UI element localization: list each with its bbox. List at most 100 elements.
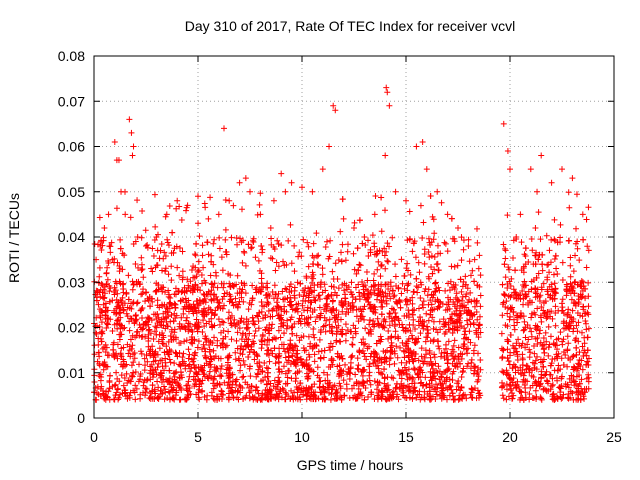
scatter-point xyxy=(582,317,589,324)
scatter-point xyxy=(420,322,427,329)
scatter-point xyxy=(138,254,145,261)
scatter-point xyxy=(255,390,262,397)
scatter-point xyxy=(567,273,574,280)
scatter-point xyxy=(199,346,206,353)
scatter-point xyxy=(139,266,146,273)
series-point-roti xyxy=(371,211,378,218)
scatter-point xyxy=(403,394,410,401)
scatter-point xyxy=(218,280,225,287)
scatter-point xyxy=(522,344,529,351)
scatter-point xyxy=(452,281,459,288)
scatter-point xyxy=(247,373,254,380)
scatter-point xyxy=(167,359,174,366)
scatter-point xyxy=(566,286,573,293)
scatter-point xyxy=(383,300,390,307)
scatter-point xyxy=(287,298,294,305)
scatter-point xyxy=(131,355,138,362)
scatter-point xyxy=(400,389,407,396)
scatter-point xyxy=(416,269,423,276)
scatter-point xyxy=(504,310,511,317)
scatter-point xyxy=(153,324,160,331)
scatter-point xyxy=(461,331,468,338)
scatter-point xyxy=(237,389,244,396)
scatter-point xyxy=(449,320,456,327)
scatter-point xyxy=(170,395,177,402)
scatter-point xyxy=(255,325,262,332)
y-tick-label: 0.04 xyxy=(58,229,85,245)
tick-labels: 0 5 10 15 20 2500.010.020.030.040.050.060.070… xyxy=(58,48,622,445)
scatter-point xyxy=(387,295,394,302)
scatter-point xyxy=(438,199,445,206)
scatter-point xyxy=(160,332,167,339)
scatter-point xyxy=(305,333,312,340)
scatter-point xyxy=(499,379,506,386)
scatter-point xyxy=(275,327,282,334)
scatter-point xyxy=(374,266,381,273)
scatter-point xyxy=(121,252,128,259)
scatter-point xyxy=(150,374,157,381)
scatter-point xyxy=(210,347,217,354)
scatter-point xyxy=(220,284,227,291)
scatter-point xyxy=(503,381,510,388)
scatter-point xyxy=(171,291,178,298)
scatter-point xyxy=(434,242,441,249)
scatter-point xyxy=(179,268,186,275)
scatter-point xyxy=(114,385,121,392)
scatter-point xyxy=(570,325,577,332)
scatter-point xyxy=(458,234,465,241)
scatter-point xyxy=(528,328,535,335)
scatter-point xyxy=(139,208,146,215)
scatter-point xyxy=(571,378,578,385)
scatter-point xyxy=(172,285,179,292)
scatter-point xyxy=(463,317,470,324)
scatter-point xyxy=(346,376,353,383)
scatter-point xyxy=(159,329,166,336)
scatter-point xyxy=(365,299,372,306)
scatter-point xyxy=(136,361,143,368)
scatter-point xyxy=(233,321,240,328)
scatter-point xyxy=(206,358,213,365)
scatter-point xyxy=(514,319,521,326)
scatter-point xyxy=(188,339,195,346)
scatter-point xyxy=(316,383,323,390)
scatter-point xyxy=(161,396,168,403)
scatter-point xyxy=(536,383,543,390)
scatter-point xyxy=(449,325,456,332)
scatter-point xyxy=(544,274,551,281)
scatter-point xyxy=(275,311,282,318)
series-point-roti xyxy=(383,84,390,91)
scatter-point xyxy=(473,300,480,307)
scatter-point xyxy=(101,359,108,366)
scatter-point xyxy=(323,301,330,308)
scatter-point xyxy=(477,272,484,279)
scatter-point xyxy=(105,259,112,266)
scatter-point xyxy=(226,280,233,287)
scatter-point xyxy=(331,315,338,322)
scatter-point xyxy=(421,354,428,361)
scatter-point xyxy=(288,387,295,394)
scatter-point xyxy=(565,340,572,347)
scatter-point xyxy=(548,383,555,390)
scatter-point xyxy=(177,340,184,347)
scatter-point xyxy=(532,357,539,364)
scatter-point xyxy=(160,367,167,374)
scatter-point xyxy=(567,254,574,261)
scatter-point xyxy=(168,348,175,355)
scatter-point xyxy=(198,388,205,395)
scatter-point xyxy=(162,268,169,275)
scatter-point xyxy=(393,313,400,320)
scatter-point xyxy=(321,396,328,403)
scatter-point xyxy=(352,284,359,291)
scatter-point xyxy=(426,239,433,246)
scatter-point xyxy=(326,316,333,323)
scatter-point xyxy=(229,299,236,306)
scatter-point xyxy=(341,287,348,294)
scatter-point xyxy=(354,365,361,372)
scatter-point xyxy=(252,254,259,261)
scatter-point xyxy=(356,217,363,224)
scatter-point xyxy=(225,367,232,374)
scatter-point xyxy=(457,310,464,317)
x-tick-label: 10 xyxy=(294,429,310,445)
scatter-point xyxy=(329,268,336,275)
scatter-point xyxy=(226,291,233,298)
